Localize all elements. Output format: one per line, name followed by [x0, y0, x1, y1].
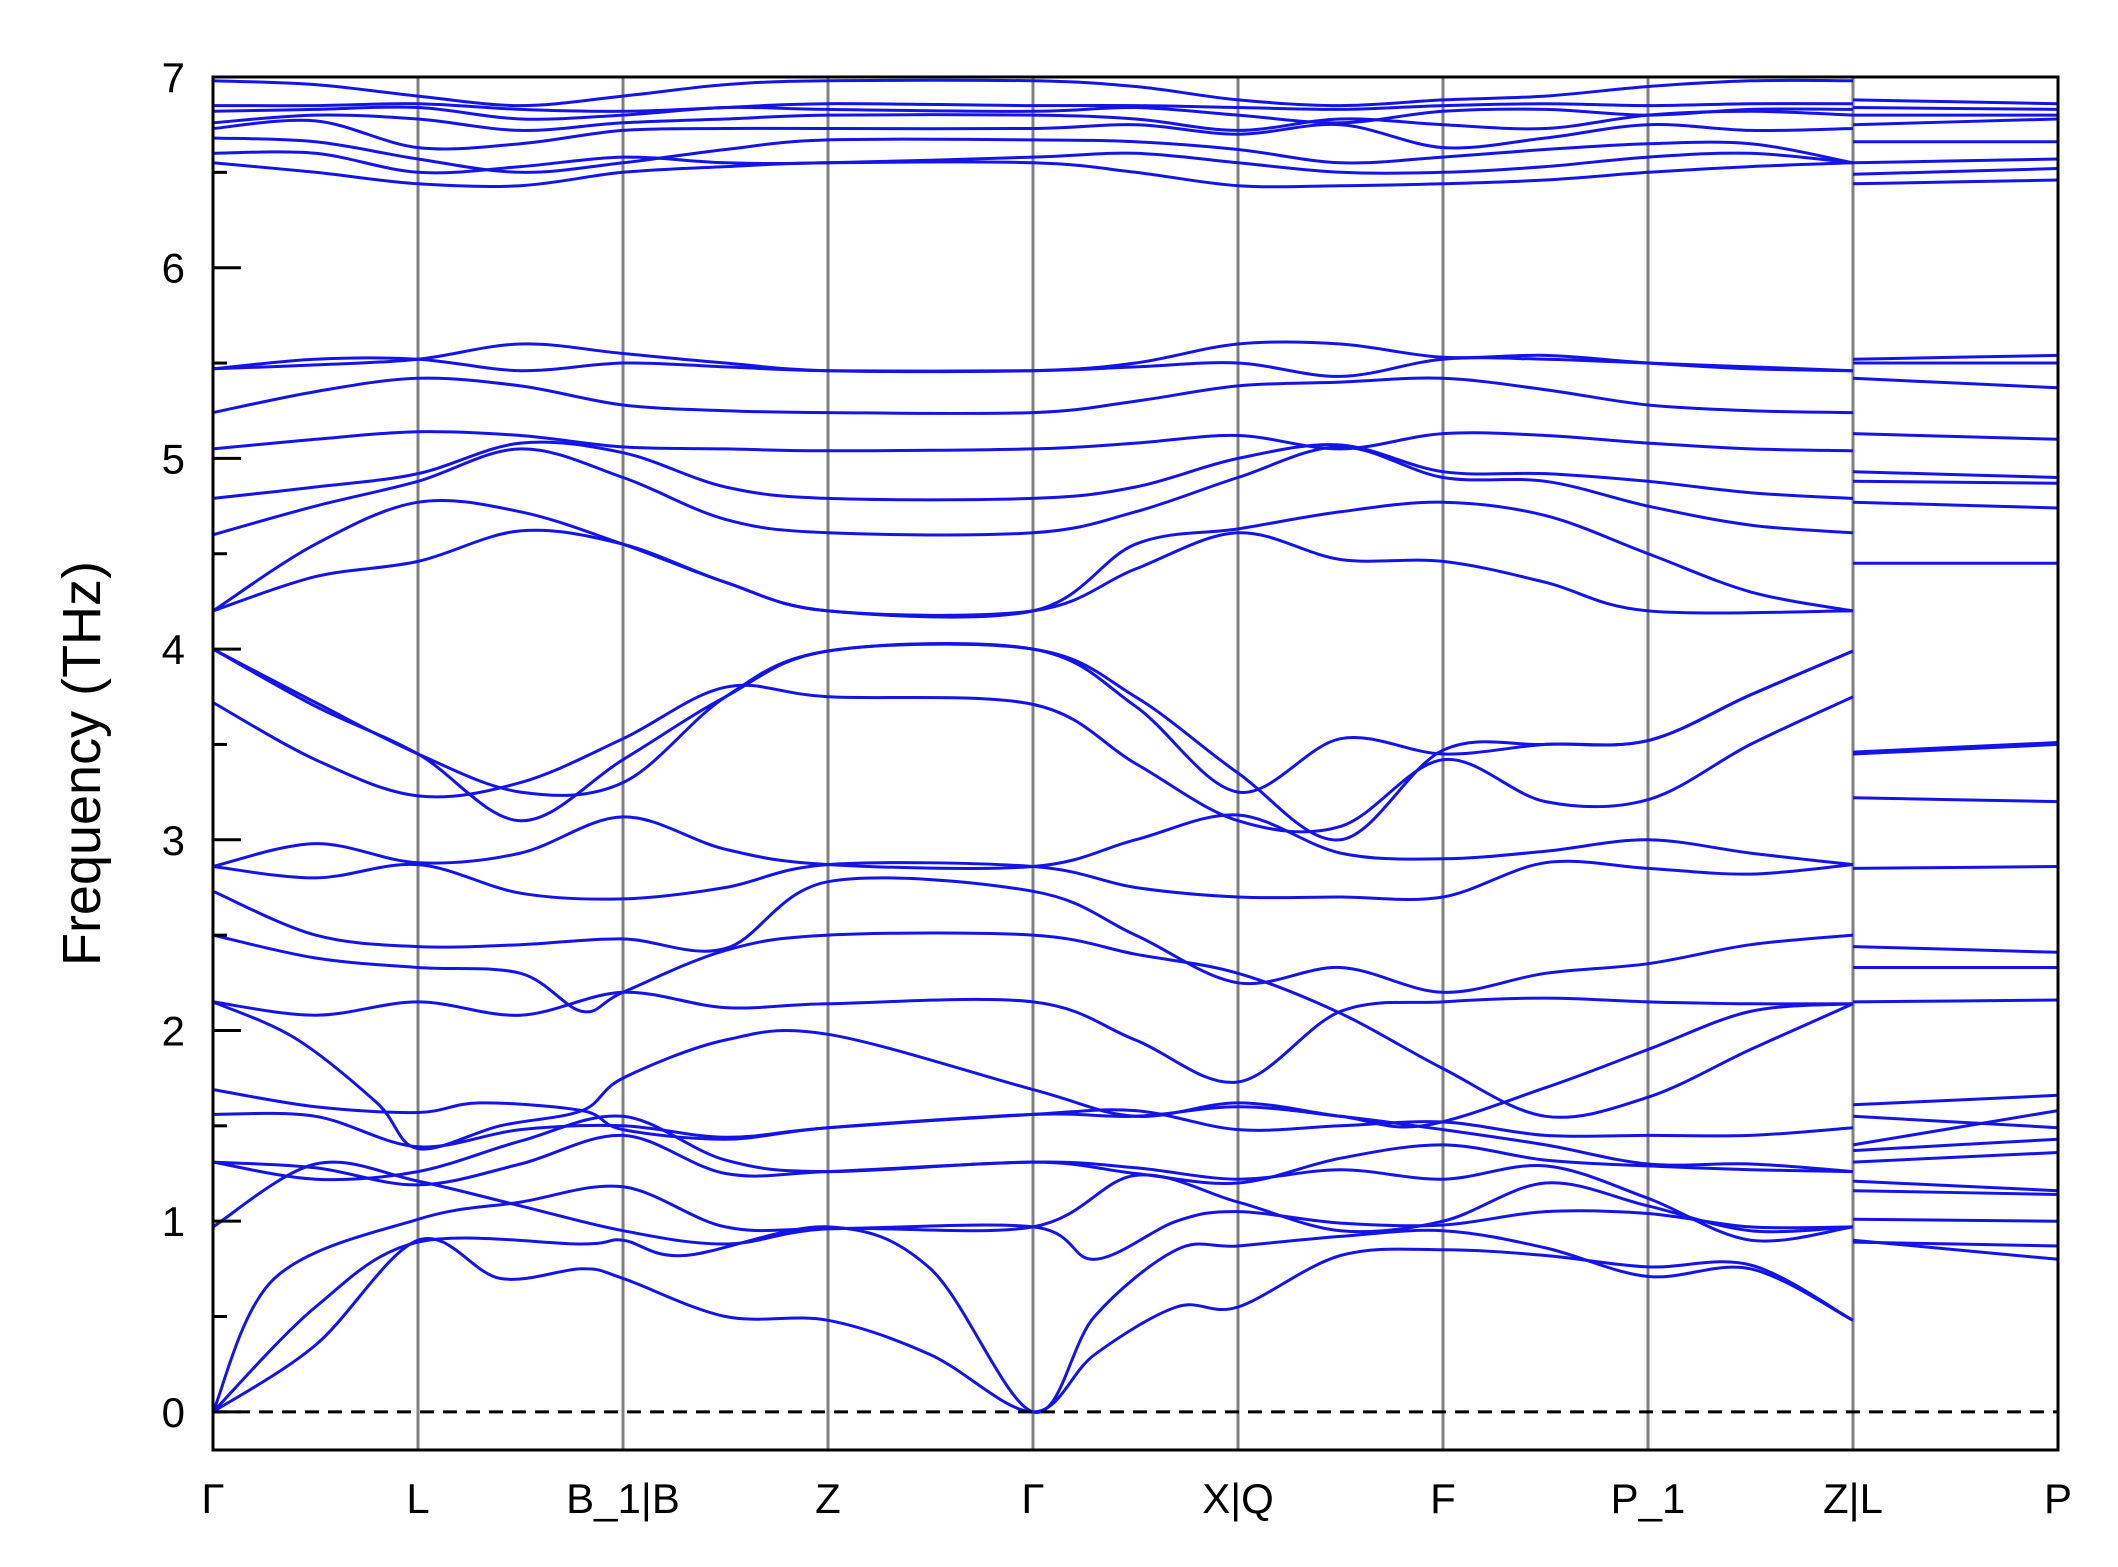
band-series-16: [1852, 741, 2059, 754]
band-series-8: [1852, 1109, 2059, 1147]
y-tick-label: 2: [162, 1007, 185, 1054]
band-series-15: [212, 683, 1854, 834]
band-series-23: [1852, 376, 2059, 390]
band-series-12: [212, 876, 1854, 994]
band-series-29: [212, 118, 1854, 151]
band-series-3: [1852, 1217, 2059, 1223]
band-series-22: [212, 430, 1854, 453]
band-series-20: [1852, 479, 2059, 485]
band-series-13: [1852, 945, 2059, 954]
kpoint-label: Z|L: [1823, 1475, 1883, 1522]
band-series-24: [1852, 353, 2059, 361]
band-series-group: [211, 78, 2059, 1414]
kpoint-label: Γ: [1021, 1475, 1044, 1522]
band-series-28: [1852, 157, 2059, 165]
band-series-14: [212, 813, 1854, 870]
band-series-27: [1852, 167, 2059, 176]
band-series-8: [212, 1088, 1854, 1174]
band-series-22: [1852, 432, 2059, 441]
band-series-21: [212, 440, 1854, 502]
kpoint-label: Z: [815, 1475, 841, 1522]
kpoint-label: X|Q: [1202, 1475, 1274, 1522]
kpoint-label: F: [1430, 1475, 1456, 1522]
band-series-19: [1852, 500, 2059, 510]
kpoint-label: L: [406, 1475, 429, 1522]
y-tick-label: 5: [162, 435, 185, 482]
band-series-28: [212, 136, 1854, 174]
band-series-2: [211, 1225, 1854, 1414]
band-series-11: [1852, 998, 2059, 1004]
band-series-32: [212, 102, 1854, 113]
band-series-17: [1852, 742, 2059, 756]
band-series-2: [1852, 1240, 2059, 1248]
band-series-6: [212, 1114, 1854, 1185]
band-series-4: [212, 1160, 1854, 1246]
band-series-33: [1852, 98, 2059, 106]
band-series-26: [1852, 178, 2059, 186]
band-series-13: [212, 859, 1854, 902]
band-series-23: [212, 376, 1854, 416]
kpoint-label: P_1: [1611, 1475, 1686, 1522]
band-series-15: [1852, 796, 2059, 804]
band-series-10: [1852, 1093, 2059, 1107]
band-series-30: [1852, 117, 2059, 127]
band-series-19: [212, 498, 1854, 619]
kpoint-divider-lines: [416, 77, 1855, 1450]
band-series-11: [212, 931, 1854, 1119]
band-series-6: [1852, 1151, 2059, 1164]
band-series-20: [212, 445, 1854, 537]
y-tick-label: 7: [162, 54, 185, 101]
band-series-27: [212, 150, 1854, 175]
band-series-33: [212, 78, 1854, 108]
band-series-32: [1852, 106, 2059, 111]
band-series-14: [1852, 865, 2059, 870]
band-series-9: [212, 1000, 1854, 1151]
band-series-5: [212, 1133, 1854, 1243]
plot-frame: [211, 75, 2060, 1452]
kpoint-label: P: [2044, 1475, 2072, 1522]
y-tick-label: 1: [162, 1198, 185, 1245]
band-series-26: [212, 160, 1854, 189]
band-series-31: [212, 105, 1854, 125]
band-series-7: [212, 1108, 1854, 1149]
band-series-25: [212, 356, 1854, 378]
y-tick-label: 0: [162, 1389, 185, 1436]
y-tick-label: 3: [162, 817, 185, 864]
kpoint-label: B_1|B: [566, 1475, 680, 1522]
y-tick-label: 6: [162, 245, 185, 292]
band-series-21: [1852, 470, 2059, 479]
band-series-10: [212, 990, 1854, 1084]
band-series-17: [212, 641, 1854, 797]
band-series-9: [1852, 1114, 2059, 1130]
x-axis-labels: Γ L B_1|B Z Γ X|Q F P_1 Z|L P: [201, 1475, 2072, 1522]
band-series-4: [1852, 1189, 2059, 1196]
band-series-30: [212, 109, 1854, 132]
band-series-5: [1852, 1179, 2059, 1193]
band-series-3: [211, 1184, 1854, 1413]
band-series-7: [1852, 1137, 2059, 1153]
y-tick-label: 4: [162, 626, 185, 673]
y-axis-ticks: 0 1 2 3 4 5 6 7: [162, 54, 241, 1436]
kpoint-label: Γ: [201, 1475, 224, 1522]
y-axis-label: Frequency (THz): [52, 561, 112, 966]
